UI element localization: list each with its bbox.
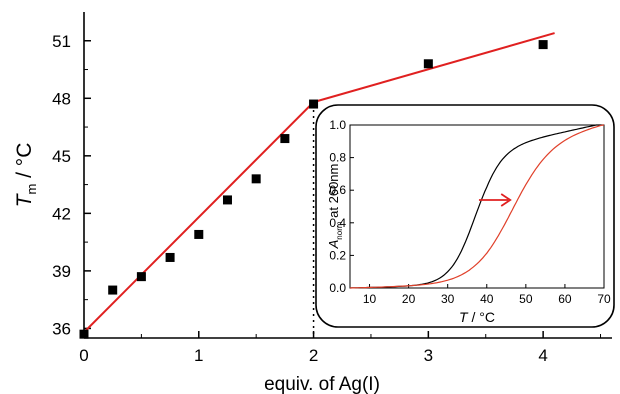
inset-y-tick-label: 0.0 — [329, 281, 346, 295]
tm-data-point — [79, 329, 89, 339]
main-y-label-unit: / °C — [13, 143, 36, 184]
inset-x-tick-label: 60 — [558, 292, 572, 306]
main-y-tick-label: 39 — [52, 262, 71, 281]
linear-fit-line — [83, 101, 315, 333]
inset-y-label-rest: at 260nm — [326, 164, 341, 222]
main-plot: 36 39 42 45 48 51 0 1 2 3 4 equiv. of Ag(I) Tm / … — [13, 12, 612, 394]
main-data-points — [79, 40, 548, 339]
tm-data-point — [251, 174, 261, 184]
main-y-tick-label: 45 — [52, 147, 71, 166]
main-y-label-sub: m — [24, 184, 39, 195]
tm-data-point — [309, 99, 319, 109]
inset-y-tick-label: 1.0 — [329, 118, 346, 132]
inset-y-tick-label: 0.6 — [329, 183, 346, 197]
inset-x-ticks: 10 20 30 40 50 60 70 — [363, 284, 611, 306]
inset-y-label-a: A — [326, 240, 341, 250]
inset-y-label-sub: norm — [335, 221, 344, 240]
inset-x-tick-label: 40 — [480, 292, 494, 306]
tm-data-point — [136, 272, 146, 282]
main-x-ticks: 0 1 2 3 4 — [79, 331, 602, 365]
tm-data-point — [538, 40, 548, 50]
main-x-tick-label: 3 — [424, 346, 433, 365]
main-x-tick-label: 0 — [79, 346, 88, 365]
main-x-tick-label: 1 — [194, 346, 203, 365]
inset-plot-area — [349, 124, 605, 289]
tm-data-point — [165, 252, 175, 262]
inset-frame — [315, 104, 615, 328]
inset-curves — [349, 124, 605, 289]
tm-data-point — [194, 229, 204, 239]
inset-y-axis-label: Anorm at 260nm — [326, 164, 344, 250]
tm-data-point — [222, 195, 232, 205]
main-x-tick-label: 4 — [538, 346, 547, 365]
melting-curve — [349, 124, 605, 289]
main-y-label-t: T — [13, 192, 36, 207]
main-x-axis-label: equiv. of Ag(I) — [264, 374, 380, 394]
inset-x-axis-label: T / °C — [459, 309, 495, 325]
linear-fit-line — [313, 32, 555, 104]
inset-y-ticks: 0.0 0.2 0.4 0.6 0.8 1.0 — [329, 118, 354, 295]
main-y-tick-label: 42 — [52, 204, 71, 223]
inset-x-tick-label: 50 — [519, 292, 533, 306]
tm-data-point — [423, 59, 433, 69]
inset-x-tick-label: 20 — [402, 292, 416, 306]
main-y-tick-label: 48 — [52, 89, 71, 108]
inset-x-label-t: T — [459, 309, 469, 325]
inset-y-tick-label: 0.2 — [329, 248, 346, 262]
main-x-tick-label: 2 — [309, 346, 318, 365]
main-fit-lines — [83, 32, 555, 333]
inset-y-tick-label: 0.4 — [329, 216, 346, 230]
main-y-axis-label: Tm / °C — [13, 143, 39, 208]
main-y-ticks: 36 39 42 45 48 51 — [52, 32, 91, 338]
tm-data-point — [280, 134, 290, 144]
inset-x-tick-label: 10 — [363, 292, 377, 306]
inset-x-tick-label: 30 — [441, 292, 455, 306]
main-y-tick-label: 36 — [52, 319, 71, 338]
inset-x-label-unit: / °C — [468, 309, 495, 325]
inset-x-tick-label: 70 — [597, 292, 611, 306]
inset-arrow — [478, 193, 512, 207]
inset-plot: 0.0 0.2 0.4 0.6 0.8 1.0 10 20 30 40 50 60 70 T / °C… — [315, 104, 615, 328]
inset-y-tick-label: 0.8 — [329, 151, 346, 165]
tm-data-point — [108, 285, 118, 295]
shift-arrow-head — [500, 193, 512, 207]
main-y-tick-label: 51 — [52, 32, 71, 51]
